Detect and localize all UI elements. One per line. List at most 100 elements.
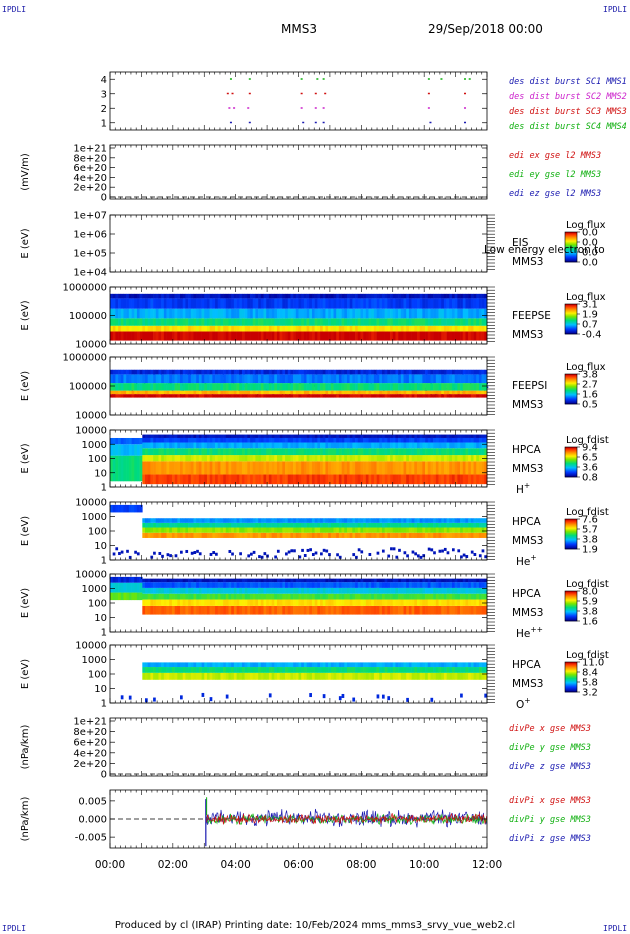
colorbar-step: [565, 457, 577, 459]
spectrogram-cell: [295, 518, 299, 523]
colorbar-frame: [564, 231, 578, 263]
spectrogram-cell: [276, 455, 280, 462]
spectrogram-cell: [470, 442, 474, 449]
spectrogram-cell: [145, 448, 148, 456]
spectrogram-cell: [204, 293, 208, 299]
spectrogram-cell: [422, 325, 426, 332]
spectrogram-cell: [147, 448, 151, 456]
spectrogram-cell: [360, 437, 364, 443]
spectrogram-cell: [419, 394, 423, 398]
spectrogram-cell: [446, 369, 450, 375]
spectrogram-cell: [328, 461, 332, 475]
spectrogram-cell: [182, 474, 186, 485]
spectrogram-cell: [441, 390, 445, 395]
spectrogram-cell: [314, 383, 318, 391]
spectrogram-cell: [406, 442, 410, 449]
spectrogram-cell: [376, 522, 380, 528]
spectrogram-cell: [476, 331, 480, 341]
spectrogram-cell: [118, 325, 122, 332]
spectrogram-cell: [298, 474, 302, 485]
spectrogram-cell: [330, 383, 334, 391]
spectrogram-cell: [368, 318, 372, 326]
spectrogram-cell: [328, 298, 332, 309]
spectrogram-dot: [212, 551, 216, 555]
spectrogram-cell: [198, 383, 202, 391]
spectrogram-cell: [443, 374, 447, 384]
spectrogram-cell: [408, 522, 412, 528]
spectrogram-cell: [177, 522, 181, 528]
spectrogram-cell: [290, 437, 294, 443]
spectrogram-cell: [320, 474, 324, 485]
spectrogram-cell: [161, 599, 165, 606]
spectrogram-cell: [225, 293, 229, 299]
spectrogram-cell: [349, 308, 353, 319]
spectrogram-dot: [355, 555, 358, 559]
spectrogram-cell: [198, 455, 202, 462]
spectrogram-cell: [185, 518, 189, 523]
spectrogram-cell: [255, 390, 259, 395]
spectrogram-cell: [255, 298, 259, 309]
spectrogram-cell: [336, 325, 340, 332]
spectrogram-cell: [163, 331, 167, 341]
spectrogram-cell: [381, 325, 385, 332]
spectrogram-cell: [473, 434, 477, 438]
spectrogram-cell: [123, 318, 127, 326]
spectrogram-cell: [206, 442, 210, 449]
spectrogram-cell: [411, 474, 415, 485]
panel-edi: [109, 144, 488, 200]
spectrogram-cell: [215, 474, 219, 485]
spectrogram-cell: [169, 298, 173, 309]
spectrogram-cell: [215, 442, 219, 449]
spectrogram-cell: [163, 605, 167, 615]
y-tick-label: 1000000: [62, 283, 107, 294]
spectrogram-cell: [250, 325, 254, 332]
spectrogram-cell: [422, 437, 426, 443]
colorbar-step: [565, 393, 577, 395]
spectrogram-cell: [136, 369, 140, 375]
spectrogram-cell: [204, 437, 208, 443]
spectrogram-cell: [282, 461, 286, 475]
colorbar-step: [565, 403, 577, 405]
spectrogram-cell: [177, 318, 181, 326]
spectrogram-cell: [276, 374, 280, 384]
spectrogram-cell: [379, 390, 383, 395]
spectrogram-cell: [314, 308, 318, 319]
spectrogram-cell: [185, 293, 189, 299]
spectrogram-cell: [416, 474, 420, 485]
spectrogram-cell: [484, 434, 488, 438]
spectrogram-cell: [260, 374, 264, 384]
spectrogram-cell: [153, 318, 157, 326]
spectrogram-cell: [414, 298, 418, 309]
spectrogram-cell: [120, 383, 124, 391]
spectrogram-cell: [255, 461, 259, 475]
spectrogram-cell: [422, 298, 426, 309]
y-tick-label: 10: [94, 468, 107, 479]
spectrogram-cell: [325, 390, 329, 395]
burst-marker: [300, 78, 303, 80]
spectrogram-cell: [231, 308, 235, 319]
spectrogram-cell: [166, 605, 170, 615]
spectrogram-cell: [196, 293, 200, 299]
spectrogram-cell: [131, 325, 135, 332]
spectrogram-cell: [306, 369, 310, 375]
spectrogram-cell: [263, 383, 267, 391]
spectrogram-cell: [174, 318, 178, 326]
spectrogram-cell: [449, 325, 453, 332]
spectrogram-cell: [188, 582, 192, 588]
spectrogram-cell: [276, 390, 280, 395]
spectrogram-cell: [217, 532, 221, 538]
spectrogram-cell: [110, 293, 113, 299]
y-tick-label: 100: [88, 454, 107, 465]
spectrogram-cell: [338, 394, 342, 398]
spectrogram-cell: [250, 394, 254, 398]
spectrogram-cell: [255, 318, 259, 326]
spectrogram-cell: [425, 325, 429, 332]
spectrogram-cell: [306, 390, 310, 395]
spectrogram-cell: [188, 308, 192, 319]
spectrogram-cell: [298, 518, 302, 523]
spectrogram-cell: [293, 383, 297, 391]
spectrogram-cell: [355, 434, 359, 438]
spectrogram-cell: [123, 444, 127, 456]
spectrogram-cell: [206, 325, 210, 332]
spectrogram-cell: [169, 527, 173, 533]
